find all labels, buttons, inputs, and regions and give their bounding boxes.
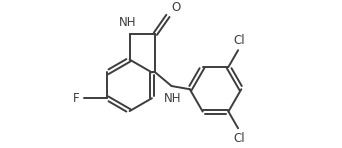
Text: Cl: Cl — [233, 34, 245, 46]
Text: NH: NH — [164, 92, 181, 104]
Text: NH: NH — [119, 16, 136, 29]
Text: Cl: Cl — [233, 132, 245, 145]
Text: O: O — [172, 1, 181, 14]
Text: F: F — [73, 92, 79, 105]
